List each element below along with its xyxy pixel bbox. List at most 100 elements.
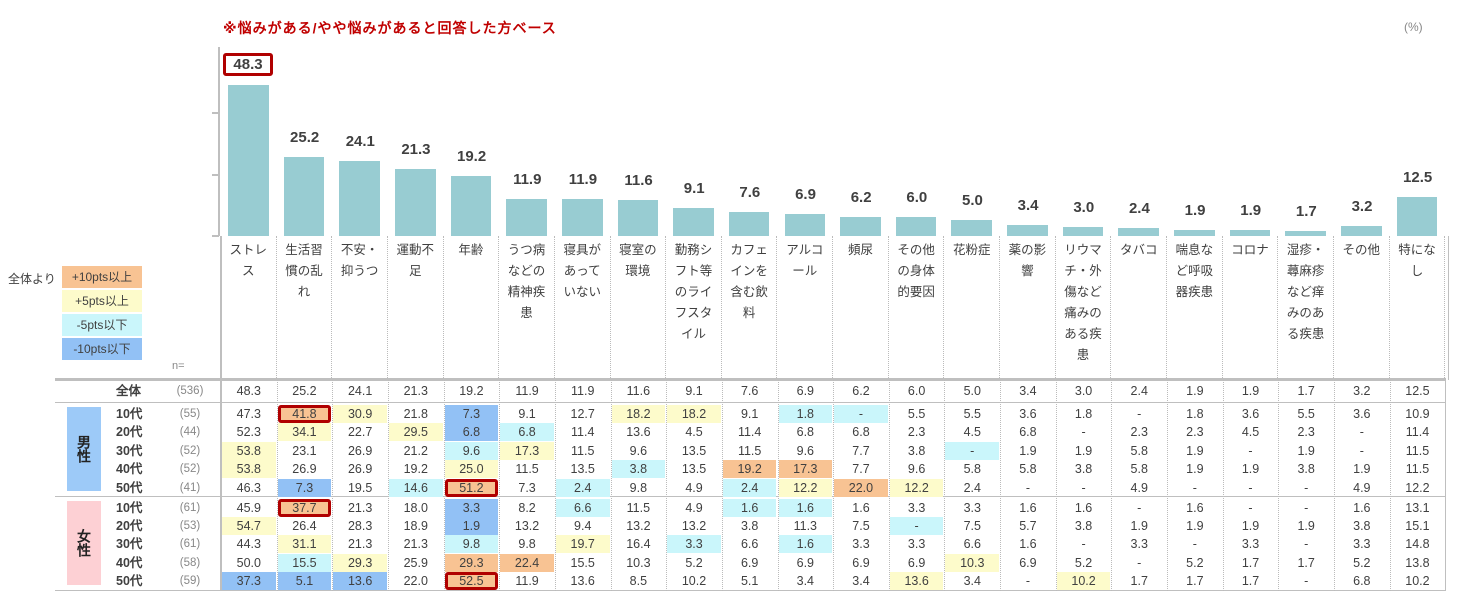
table-cell: 14.6 — [388, 478, 443, 497]
table-cell: 1.9 — [444, 516, 499, 535]
table-cell: 13.2 — [514, 518, 540, 533]
table-cell: 30.9 — [333, 405, 387, 423]
n-label: n= — [172, 360, 185, 372]
table-cell: 19.2 — [459, 384, 484, 398]
table-cell: 9.6 — [629, 443, 648, 458]
table-cell: 11.9 — [515, 574, 539, 589]
column-divider — [1334, 380, 1335, 591]
row-n: (52) — [179, 444, 201, 457]
table-cell: 13.1 — [1405, 500, 1430, 515]
table-cell: 13.5 — [570, 462, 595, 477]
table-cell: 26.9 — [347, 462, 373, 477]
table-cell: 21.3 — [403, 537, 428, 552]
y-tick — [212, 174, 219, 176]
column-header-label: 年齢 — [458, 243, 484, 257]
column-divider — [276, 380, 278, 591]
column-header-label: 湿疹・蕁麻疹など痒みのある疾患 — [1286, 243, 1325, 341]
column-header-label: その他の身体的要因 — [897, 243, 935, 299]
table-cell: 4.9 — [685, 480, 703, 495]
table-left-rule — [220, 380, 222, 591]
table-cell: 6.2 — [852, 384, 870, 398]
table-cell: - — [945, 441, 1000, 460]
column-divider — [944, 380, 946, 591]
table-cell: 1.7 — [1241, 555, 1260, 570]
table-cell: 1.6 — [852, 500, 870, 515]
column-header-label: 不安・抑うつ — [340, 243, 379, 278]
table-cell: 6.8 — [500, 423, 554, 442]
table-cell: 3.3 — [907, 500, 926, 515]
table-cell: 1.6 — [1074, 500, 1093, 515]
table-cell: 7.5 — [852, 518, 870, 533]
table-cell: 1.6 — [1019, 537, 1037, 552]
table-cell: 5.2 — [1353, 555, 1371, 570]
bar — [895, 217, 937, 236]
table-cell: 22.7 — [347, 425, 373, 440]
column-divider — [833, 380, 835, 591]
table-cell: 3.8 — [1353, 518, 1371, 533]
table-cell: 34.1 — [277, 423, 332, 442]
column-divider — [888, 380, 890, 591]
table-cell: 2.3 — [907, 425, 926, 440]
table-cell: 9.4 — [574, 518, 592, 533]
bar-value-label: 2.4 — [1128, 200, 1150, 218]
table-cell: 22.4 — [500, 553, 554, 572]
table-cell: 3.4 — [1019, 384, 1037, 398]
table-cell: 6.6 — [963, 537, 981, 552]
table-cell: 6.8 — [852, 425, 870, 440]
table-cell: 13.6 — [626, 425, 651, 440]
bar-value-label: 24.1 — [345, 132, 375, 150]
table-cell: 13.6 — [570, 574, 595, 589]
table-cell: 5.8 — [963, 462, 981, 477]
table-cell: 21.8 — [403, 407, 428, 421]
table-cell: 23.1 — [292, 443, 317, 458]
column-header-label: リウマチ・外傷など痛みのある疾患 — [1064, 243, 1102, 362]
table-cell: - — [1248, 500, 1253, 515]
bar — [339, 160, 380, 236]
column-header-label: タバコ — [1119, 243, 1158, 257]
bar — [1062, 226, 1104, 236]
column-header: ストレス — [221, 236, 277, 380]
table-cell: 10.2 — [1056, 572, 1111, 591]
table-cell: 3.3 — [444, 498, 499, 517]
table-cell: 1.7 — [1186, 574, 1204, 589]
bar — [840, 216, 881, 236]
column-divider — [1055, 380, 1057, 591]
table-cell: - — [1192, 480, 1197, 495]
table-cell: 25.9 — [403, 555, 428, 570]
table-cell: - — [1304, 537, 1309, 552]
column-header-label: うつ病などの精神疾患 — [507, 243, 546, 320]
table-cell: 1.7 — [1130, 574, 1148, 589]
table-cell: 46.3 — [236, 480, 261, 495]
column-header: 年齢 — [444, 236, 500, 380]
table-cell: 21.2 — [403, 443, 428, 458]
row-label: 10代 — [116, 500, 143, 515]
table-cell: 4.5 — [963, 425, 981, 440]
table-cell: 6.9 — [796, 555, 815, 570]
bar-value-label: 1.9 — [1240, 202, 1262, 220]
table-cell: 9.8 — [629, 480, 648, 495]
table-cell: 1.9 — [1297, 518, 1315, 533]
table-cell: 5.0 — [963, 384, 981, 398]
column-divider — [1167, 380, 1169, 591]
column-header-label: ストレス — [229, 243, 268, 278]
bar — [1007, 225, 1048, 236]
column-header: その他の身体的要因 — [889, 236, 945, 380]
column-header-label: 頻尿 — [847, 243, 873, 257]
row-n: (61) — [179, 538, 201, 551]
table-cell: 47.3 — [236, 407, 261, 421]
bar — [283, 157, 325, 236]
row-n: (41) — [179, 481, 201, 494]
table-cell: 1.6 — [1019, 500, 1037, 515]
legend-item: -10pts以下 — [62, 338, 142, 360]
column-header: 花粉症 — [944, 236, 1001, 380]
table-cell: 10.2 — [681, 574, 707, 589]
table-cell: 4.5 — [685, 425, 703, 440]
bar-value-label: 5.0 — [962, 192, 983, 210]
table-top-rule — [55, 378, 1446, 381]
table-cell: 2.4 — [722, 478, 777, 497]
column-header-label: 生活習慣の乱れ — [285, 243, 323, 299]
table-cell: 6.9 — [907, 555, 926, 570]
row-label: 40代 — [116, 555, 143, 570]
bar-value-label: 25.2 — [290, 129, 320, 147]
table-cell: 6.8 — [796, 425, 815, 440]
